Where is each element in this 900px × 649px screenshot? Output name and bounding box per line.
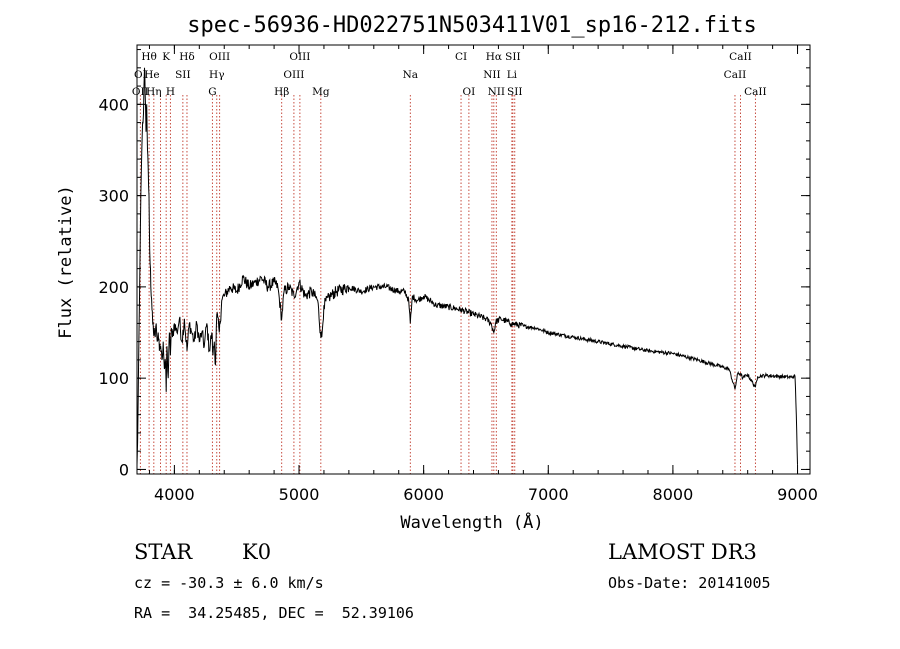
x-tick-label: 7000 [528,485,569,504]
y-tick-label: 300 [98,187,129,206]
axes: 4000 5000 6000 7000 8000 9000 0 100 200 300 400 [98,44,818,504]
marker-label: He [144,69,159,81]
sky-coordinates: RA = 34.25485, DEC = 52.39106 [134,604,414,622]
marker-label: NII [488,86,505,98]
marker-label: OIII [209,51,230,63]
redshift-velocity: cz = -30.3 ± 6.0 km/s [134,574,324,592]
y-tick-label: 200 [98,278,129,297]
x-tick-label: 4000 [154,485,195,504]
marker-label: Hβ [274,86,289,98]
x-tick-label: 9000 [777,485,818,504]
marker-label: Hη [146,86,161,98]
y-axis-label: Flux (relative) [56,185,76,339]
marker-label: K [162,51,170,63]
marker-label: SII [507,86,523,98]
chart-title: spec-56936-HD022751N503411V01_sp16-212.f… [187,13,757,38]
spectral-subclass: K0 [242,540,272,564]
spectrum-series-line [136,67,798,465]
marker-label: Hθ [141,51,156,63]
marker-label: SII [175,69,191,81]
marker-label: Hα [486,51,502,63]
observation-date: Obs-Date: 20141005 [608,574,771,592]
marker-label: Hγ [209,69,224,81]
marker-label: CaII [744,86,767,98]
marker-label: SII [505,51,521,63]
marker-label: CI [455,51,467,63]
x-axis-label: Wavelength (Å) [400,511,543,533]
y-tick-label: 0 [119,460,129,479]
object-type: STAR [134,540,193,564]
marker-label: CaII [724,69,747,81]
plot-frame [136,44,811,475]
marker-label: H [166,86,175,98]
marker-label: Na [403,69,418,81]
marker-label: OI [463,86,476,98]
x-tick-label: 5000 [279,485,320,504]
x-tick-label: 8000 [653,485,694,504]
marker-label: NII [483,69,500,81]
marker-label: Mg [312,86,330,98]
y-tick-label: 100 [98,369,129,388]
marker-label: CaII [729,51,752,63]
marker-label: OIII [289,51,310,63]
y-tick-label: 400 [98,95,129,114]
marker-label: Li [507,69,518,81]
survey-name: LAMOST DR3 [608,540,757,564]
x-tick-label: 6000 [403,485,444,504]
marker-label: OIII [283,69,304,81]
marker-label: G [208,86,216,98]
marker-label: Hδ [179,51,194,63]
